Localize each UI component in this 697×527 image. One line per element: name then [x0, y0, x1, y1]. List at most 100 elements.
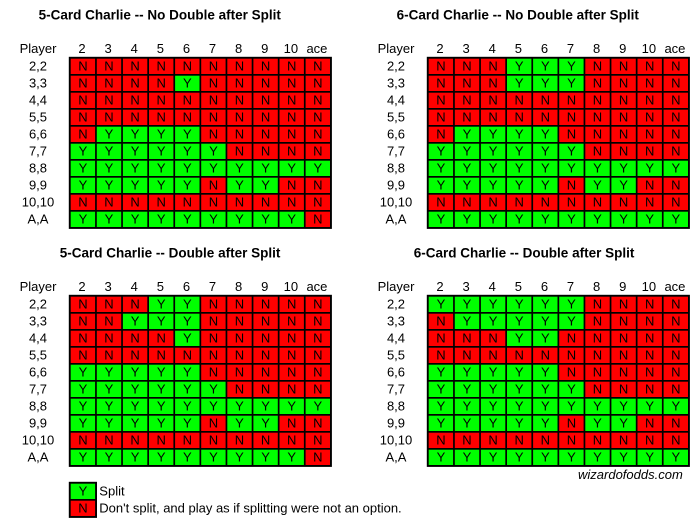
svg-text:Y: Y — [79, 161, 88, 176]
svg-text:Y: Y — [105, 144, 114, 159]
svg-text:N: N — [619, 331, 628, 346]
svg-text:A,A: A,A — [386, 450, 407, 465]
svg-text:3: 3 — [463, 41, 470, 56]
svg-text:5,5: 5,5 — [29, 110, 47, 125]
svg-text:N: N — [593, 365, 602, 380]
svg-text:N: N — [645, 178, 654, 193]
svg-text:N: N — [209, 297, 218, 312]
svg-text:7: 7 — [567, 279, 574, 294]
svg-text:Y: Y — [105, 399, 114, 414]
svg-text:Y: Y — [79, 144, 88, 159]
svg-text:N: N — [183, 433, 192, 448]
svg-text:Y: Y — [235, 450, 244, 465]
svg-text:N: N — [567, 331, 576, 346]
svg-text:N: N — [488, 195, 497, 210]
svg-text:N: N — [287, 59, 296, 74]
svg-text:Y: Y — [157, 314, 166, 329]
svg-text:N: N — [593, 348, 602, 363]
svg-text:Y: Y — [157, 416, 166, 431]
svg-text:N: N — [78, 110, 87, 125]
svg-text:Y: Y — [157, 365, 166, 380]
svg-text:N: N — [104, 195, 113, 210]
svg-text:N: N — [78, 433, 87, 448]
svg-text:N: N — [235, 110, 244, 125]
svg-text:Y: Y — [437, 178, 446, 193]
svg-text:N: N — [130, 331, 139, 346]
svg-text:Y: Y — [79, 484, 88, 499]
svg-text:Y: Y — [593, 178, 602, 193]
svg-text:Y: Y — [157, 144, 166, 159]
svg-text:Y: Y — [463, 127, 472, 142]
svg-text:N: N — [104, 297, 113, 312]
svg-text:N: N — [671, 178, 680, 193]
svg-text:N: N — [157, 93, 166, 108]
svg-text:Y: Y — [463, 382, 472, 397]
svg-text:10: 10 — [642, 41, 656, 56]
svg-text:Y: Y — [567, 297, 576, 312]
svg-text:N: N — [462, 433, 471, 448]
svg-text:Y: Y — [515, 331, 524, 346]
svg-text:N: N — [183, 93, 192, 108]
svg-text:Y: Y — [541, 76, 550, 91]
svg-text:Y: Y — [183, 178, 192, 193]
svg-text:Y: Y — [261, 212, 270, 227]
svg-text:N: N — [313, 59, 322, 74]
svg-text:Y: Y — [79, 399, 88, 414]
svg-text:Y: Y — [541, 161, 550, 176]
svg-text:N: N — [287, 416, 296, 431]
svg-text:N: N — [619, 365, 628, 380]
svg-text:Y: Y — [489, 144, 498, 159]
svg-text:N: N — [78, 93, 87, 108]
svg-text:N: N — [287, 195, 296, 210]
svg-text:10: 10 — [284, 41, 298, 56]
svg-text:Y: Y — [131, 144, 140, 159]
svg-text:Y: Y — [463, 416, 472, 431]
svg-text:N: N — [645, 110, 654, 125]
svg-text:7: 7 — [567, 41, 574, 56]
svg-text:Y: Y — [183, 314, 192, 329]
svg-text:Y: Y — [79, 212, 88, 227]
svg-text:N: N — [261, 433, 270, 448]
svg-text:N: N — [209, 93, 218, 108]
svg-text:N: N — [287, 144, 296, 159]
svg-text:N: N — [235, 314, 244, 329]
svg-text:N: N — [619, 297, 628, 312]
svg-text:N: N — [619, 348, 628, 363]
svg-text:N: N — [261, 195, 270, 210]
svg-text:Y: Y — [183, 144, 192, 159]
svg-text:2,2: 2,2 — [387, 297, 405, 312]
svg-text:Y: Y — [593, 212, 602, 227]
svg-text:N: N — [313, 348, 322, 363]
svg-text:N: N — [235, 76, 244, 91]
svg-text:Y: Y — [463, 399, 472, 414]
svg-text:N: N — [645, 416, 654, 431]
svg-text:Y: Y — [463, 365, 472, 380]
svg-text:N: N — [78, 331, 87, 346]
svg-text:9,9: 9,9 — [387, 416, 405, 431]
svg-text:Y: Y — [131, 127, 140, 142]
svg-text:N: N — [671, 127, 680, 142]
svg-text:N: N — [104, 76, 113, 91]
svg-text:N: N — [209, 110, 218, 125]
svg-text:5-Card Charlie -- Double after: 5-Card Charlie -- Double after Split — [60, 246, 281, 261]
svg-text:4,4: 4,4 — [29, 93, 47, 108]
svg-text:4: 4 — [131, 279, 138, 294]
svg-text:Y: Y — [619, 178, 628, 193]
svg-text:Y: Y — [287, 399, 296, 414]
svg-text:N: N — [313, 433, 322, 448]
svg-text:3,3: 3,3 — [387, 76, 405, 91]
svg-text:Y: Y — [515, 76, 524, 91]
svg-text:Y: Y — [489, 212, 498, 227]
svg-text:Y: Y — [437, 297, 446, 312]
svg-text:Y: Y — [489, 450, 498, 465]
svg-text:Y: Y — [567, 161, 576, 176]
svg-text:Y: Y — [541, 144, 550, 159]
svg-text:5,5: 5,5 — [387, 110, 405, 125]
svg-text:N: N — [313, 195, 322, 210]
svg-text:N: N — [645, 76, 654, 91]
svg-text:Y: Y — [541, 212, 550, 227]
svg-text:N: N — [313, 212, 322, 227]
svg-text:Y: Y — [105, 212, 114, 227]
svg-text:N: N — [567, 416, 576, 431]
svg-text:Y: Y — [131, 382, 140, 397]
